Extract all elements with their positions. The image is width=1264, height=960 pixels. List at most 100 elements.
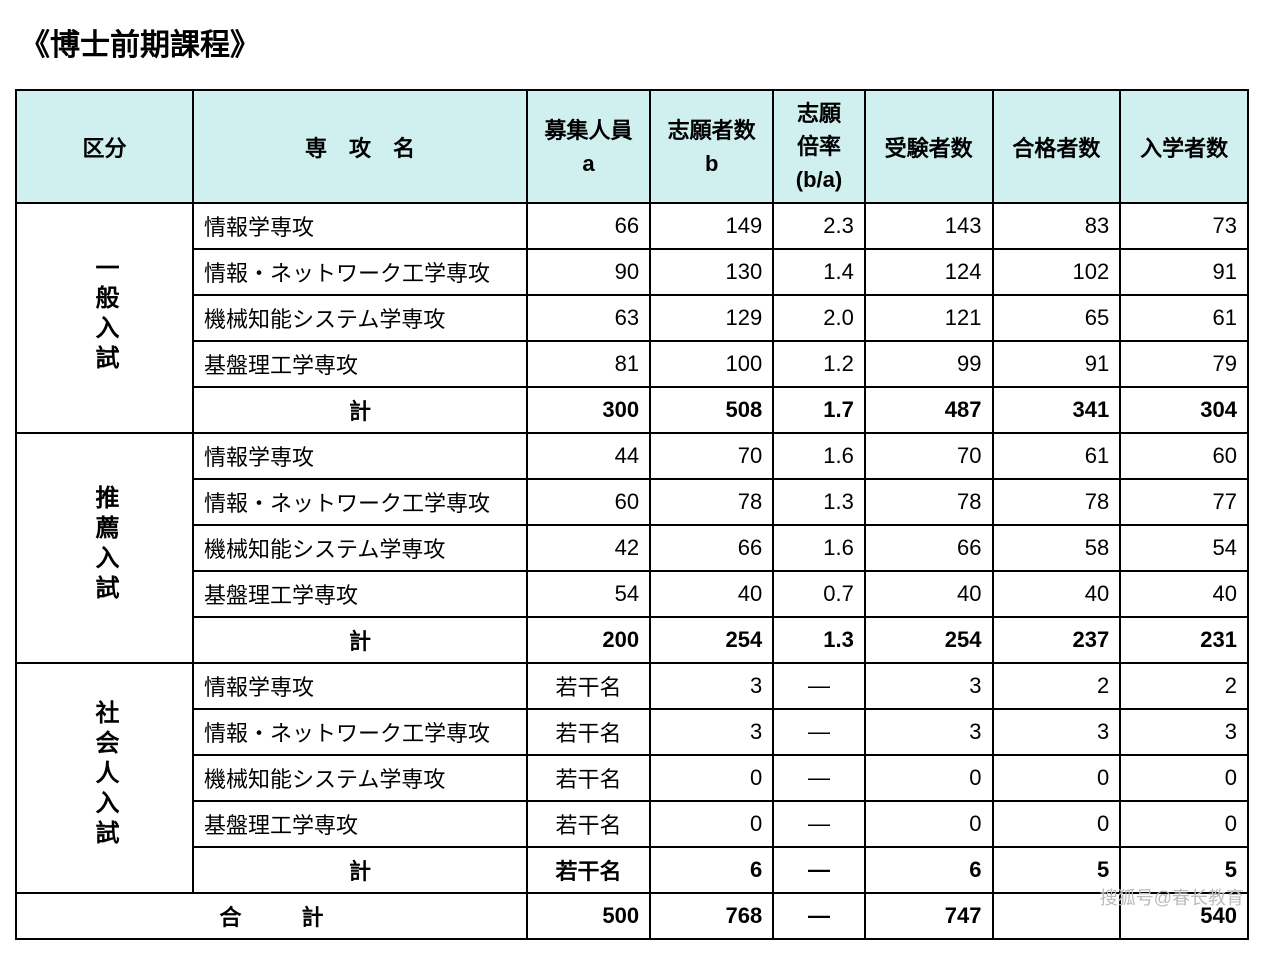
subtotal-enter: 231 [1120,617,1248,663]
subtotal-a: 300 [527,387,650,433]
cell-a: 若干名 [527,755,650,801]
table-row: 社会人入試情報学専攻若干名3―322 [16,663,1248,709]
cell-enter: 0 [1120,755,1248,801]
subtotal-pass: 341 [993,387,1121,433]
subtotal-a: 若干名 [527,847,650,893]
cell-a: 66 [527,203,650,249]
subtotal-ratio: ― [773,847,865,893]
cell-pass: 102 [993,249,1121,295]
col-pass: 合格者数 [993,90,1121,203]
subtotal-row: 計若干名6―655 [16,847,1248,893]
cell-pass: 83 [993,203,1121,249]
cell-b: 3 [650,663,773,709]
major-name: 機械知能システム学専攻 [193,295,527,341]
cell-pass: 61 [993,433,1121,479]
subtotal-exam: 6 [865,847,993,893]
cell-exam: 0 [865,801,993,847]
table-row: 機械知能システム学専攻若干名0―000 [16,755,1248,801]
subtotal-b: 6 [650,847,773,893]
cell-enter: 3 [1120,709,1248,755]
cell-enter: 60 [1120,433,1248,479]
subtotal-label: 計 [193,617,527,663]
cell-exam: 121 [865,295,993,341]
cell-exam: 0 [865,755,993,801]
table-row: 情報・ネットワーク工学専攻若干名3―333 [16,709,1248,755]
cell-b: 149 [650,203,773,249]
cell-a: 若干名 [527,663,650,709]
subtotal-row: 計3005081.7487341304 [16,387,1248,433]
cell-ratio: ― [773,663,865,709]
cell-a: 60 [527,479,650,525]
grand-total-row: 合計500768―747540 [16,893,1248,939]
grand-total-label: 合計 [16,893,527,939]
cell-pass: 78 [993,479,1121,525]
header-row: 区分 専 攻 名 募集人員a 志願者数b 志願倍率(b/a) 受験者数 合格者数… [16,90,1248,203]
cell-enter: 61 [1120,295,1248,341]
cell-ratio: 1.4 [773,249,865,295]
cell-pass: 91 [993,341,1121,387]
cell-enter: 54 [1120,525,1248,571]
cell-a: 若干名 [527,709,650,755]
table-row: 機械知能システム学専攻42661.6665854 [16,525,1248,571]
cell-exam: 40 [865,571,993,617]
subtotal-label: 計 [193,387,527,433]
cell-pass: 2 [993,663,1121,709]
cell-ratio: 1.6 [773,433,865,479]
subtotal-pass: 237 [993,617,1121,663]
table-row: 情報・ネットワーク工学専攻60781.3787877 [16,479,1248,525]
cell-exam: 78 [865,479,993,525]
cell-enter: 2 [1120,663,1248,709]
subtotal-ratio: 1.3 [773,617,865,663]
table-row: 基盤理工学専攻54400.7404040 [16,571,1248,617]
major-name: 情報学専攻 [193,663,527,709]
cell-pass: 0 [993,801,1121,847]
cell-enter: 0 [1120,801,1248,847]
subtotal-row: 計2002541.3254237231 [16,617,1248,663]
table-row: 基盤理工学専攻若干名0―000 [16,801,1248,847]
table-row: 一般入試情報学専攻661492.31438373 [16,203,1248,249]
cell-b: 78 [650,479,773,525]
col-a: 募集人員a [527,90,650,203]
cell-exam: 70 [865,433,993,479]
cell-b: 0 [650,801,773,847]
cell-a: 54 [527,571,650,617]
cell-a: 63 [527,295,650,341]
subtotal-label: 計 [193,847,527,893]
major-name: 基盤理工学専攻 [193,801,527,847]
major-name: 基盤理工学専攻 [193,571,527,617]
cell-exam: 3 [865,663,993,709]
cell-pass: 3 [993,709,1121,755]
cell-exam: 124 [865,249,993,295]
cell-a: 90 [527,249,650,295]
cell-b: 100 [650,341,773,387]
admissions-table: 区分 専 攻 名 募集人員a 志願者数b 志願倍率(b/a) 受験者数 合格者数… [15,89,1249,940]
major-name: 情報学専攻 [193,433,527,479]
subtotal-enter: 5 [1120,847,1248,893]
major-name: 情報学専攻 [193,203,527,249]
subtotal-exam: 254 [865,617,993,663]
subtotal-enter: 304 [1120,387,1248,433]
col-exam: 受験者数 [865,90,993,203]
grand-pass [993,893,1121,939]
cell-ratio: ― [773,755,865,801]
major-name: 機械知能システム学専攻 [193,755,527,801]
cell-exam: 99 [865,341,993,387]
cell-enter: 77 [1120,479,1248,525]
cell-a: 44 [527,433,650,479]
cell-a: 若干名 [527,801,650,847]
cell-pass: 58 [993,525,1121,571]
cell-ratio: 1.6 [773,525,865,571]
cell-b: 40 [650,571,773,617]
col-b: 志願者数b [650,90,773,203]
cell-exam: 143 [865,203,993,249]
table-row: 機械知能システム学専攻631292.01216561 [16,295,1248,341]
major-name: 機械知能システム学専攻 [193,525,527,571]
table-row: 情報・ネットワーク工学専攻901301.412410291 [16,249,1248,295]
cell-pass: 65 [993,295,1121,341]
grand-enter: 540 [1120,893,1248,939]
table-row: 基盤理工学専攻811001.2999179 [16,341,1248,387]
cell-pass: 0 [993,755,1121,801]
grand-a: 500 [527,893,650,939]
cell-exam: 66 [865,525,993,571]
cell-ratio: 2.0 [773,295,865,341]
